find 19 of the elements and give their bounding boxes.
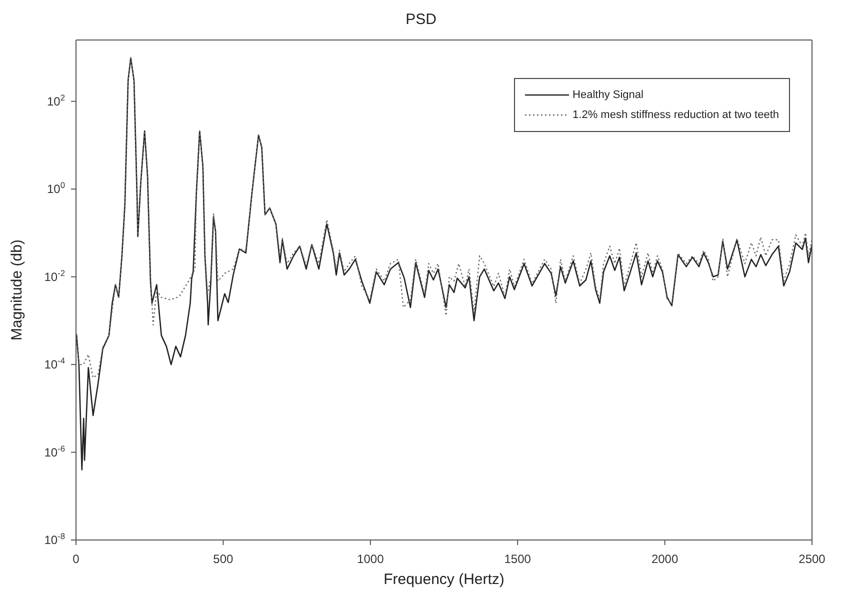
line-series: [76, 57, 812, 470]
y-tick-label: 10$^{-8}$: [44, 531, 66, 547]
y-tick-label: 10$^{2}$: [46, 92, 66, 108]
x-tick-label: 1500: [504, 552, 532, 566]
legend-label: 1.2% mesh stiffness reduction at two teeth: [572, 109, 779, 121]
chart-title: PSD: [404, 10, 438, 30]
y-axis-title: Magnitude (db): [8, 240, 26, 340]
x-tick-label: 2500: [798, 552, 826, 566]
y-tick-label: 10$^{-6}$: [44, 443, 66, 460]
y-tick-label: 10$^{-2}$: [44, 268, 66, 284]
legend-label: Healthy Signal: [572, 89, 644, 101]
y-tick-label: 10$^{0}$: [46, 180, 66, 196]
y-tick-label: 10$^{-4}$: [44, 356, 66, 372]
x-tick-label: 2000: [651, 552, 678, 566]
line-series: [76, 57, 812, 378]
x-tick-label: 500: [213, 552, 234, 566]
x-tick-label: 0: [72, 552, 80, 566]
x-tick-label: 1000: [357, 552, 384, 566]
x-axis-title: Frequency (Hertz): [384, 571, 504, 588]
